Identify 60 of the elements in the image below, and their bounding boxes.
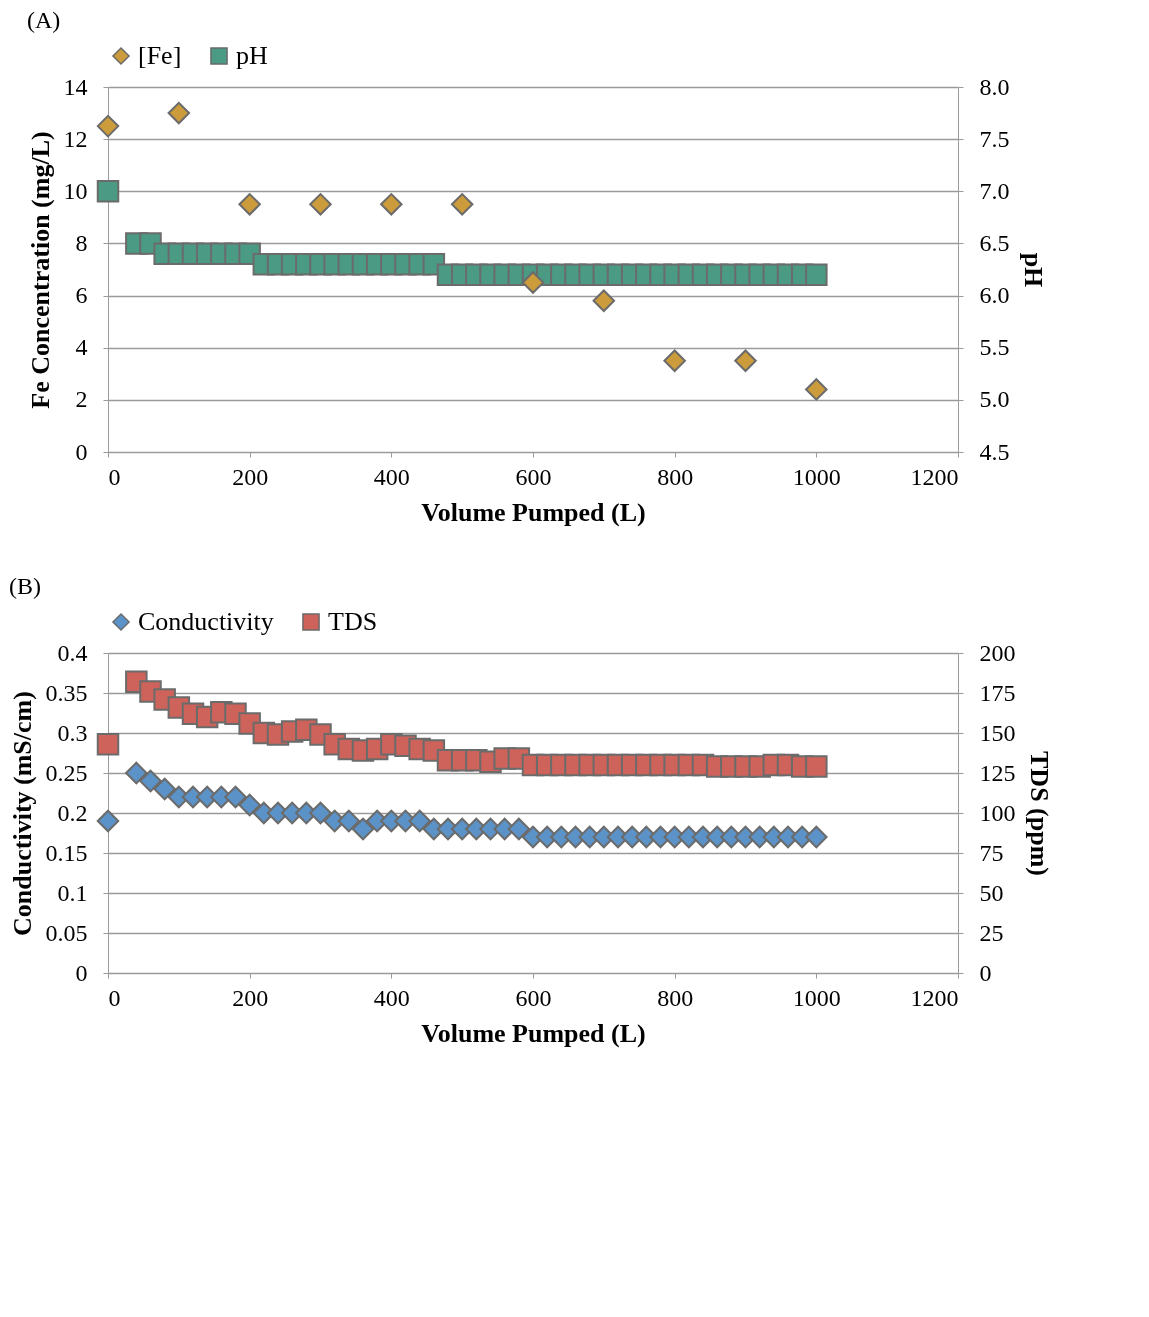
- y2-tick-label: 175: [979, 679, 1016, 706]
- y2-tick-label: 125: [979, 759, 1016, 786]
- y-tick-label: 0.35: [45, 679, 88, 706]
- y2-tick-label: 75: [979, 839, 1004, 866]
- y2-tick-label: 7.0: [979, 177, 1010, 204]
- x-tick-label: 800: [657, 984, 694, 1011]
- y2-tick-label: 7.5: [979, 125, 1010, 152]
- y2-tick-label: 150: [979, 719, 1016, 746]
- x-tick-label: 200: [232, 984, 269, 1011]
- y2-tick-label: 6.5: [979, 229, 1010, 256]
- chart-title: (A): [27, 7, 61, 33]
- y2-tick-label: 5.5: [979, 334, 1010, 361]
- x-tick-label: 400: [373, 984, 410, 1011]
- y-tick-label: 6: [75, 282, 88, 309]
- y2-axis-title: TDS (ppm): [1024, 751, 1054, 876]
- x-tick-label: 1000: [792, 984, 841, 1011]
- y-tick-label: 14: [63, 73, 88, 100]
- y2-tick-label: 0: [979, 959, 992, 986]
- x-tick-label: 800: [657, 463, 694, 490]
- y-tick-label: 12: [63, 125, 88, 152]
- y2-tick-label: 25: [979, 919, 1004, 946]
- y-tick-label: 0.4: [57, 639, 88, 666]
- x-tick-label: 0: [108, 984, 121, 1011]
- y-axis-title: Fe Concentration (mg/L): [25, 131, 55, 409]
- y-tick-label: 4: [75, 334, 88, 361]
- x-tick-label: 0: [108, 463, 121, 490]
- y2-tick-label: 6.0: [979, 282, 1010, 309]
- y-tick-label: 0.1: [57, 879, 88, 906]
- x-tick-label: 600: [515, 984, 552, 1011]
- x-tick-label: 200: [232, 463, 269, 490]
- x-tick-label: 400: [373, 463, 410, 490]
- legend-label: TDS: [328, 607, 378, 636]
- y2-axis-title: pH: [1018, 252, 1048, 288]
- y-tick-label: 0.3: [57, 719, 88, 746]
- y-tick-label: 0.15: [45, 839, 88, 866]
- y-tick-label: 0: [75, 959, 88, 986]
- legend-label: pH: [236, 41, 268, 70]
- x-axis-title: Volume Pumped (L): [421, 497, 646, 527]
- x-tick-label: 1200: [910, 463, 959, 490]
- y2-tick-label: 8.0: [979, 73, 1010, 100]
- chart-title: (B): [9, 573, 41, 599]
- y2-tick-label: 100: [979, 799, 1016, 826]
- x-tick-label: 1000: [792, 463, 841, 490]
- y2-tick-label: 5.0: [979, 386, 1010, 413]
- y-tick-label: 0.25: [45, 759, 88, 786]
- y-axis-title: Conductivity (mS/cm): [7, 691, 37, 936]
- y-tick-label: 8: [75, 229, 88, 256]
- legend-label: Conductivity: [138, 607, 274, 636]
- y-tick-label: 2: [75, 386, 88, 413]
- y2-tick-label: 4.5: [979, 438, 1010, 465]
- y-tick-label: 0.05: [45, 919, 88, 946]
- x-tick-label: 600: [515, 463, 552, 490]
- y-tick-label: 10: [63, 177, 88, 204]
- x-tick-label: 1200: [910, 984, 959, 1011]
- x-axis-title: Volume Pumped (L): [421, 1018, 646, 1048]
- legend-label: [Fe]: [138, 41, 182, 70]
- y-tick-label: 0.2: [57, 799, 88, 826]
- y2-tick-label: 200: [979, 639, 1016, 666]
- y-tick-label: 0: [75, 438, 88, 465]
- y2-tick-label: 50: [979, 879, 1004, 906]
